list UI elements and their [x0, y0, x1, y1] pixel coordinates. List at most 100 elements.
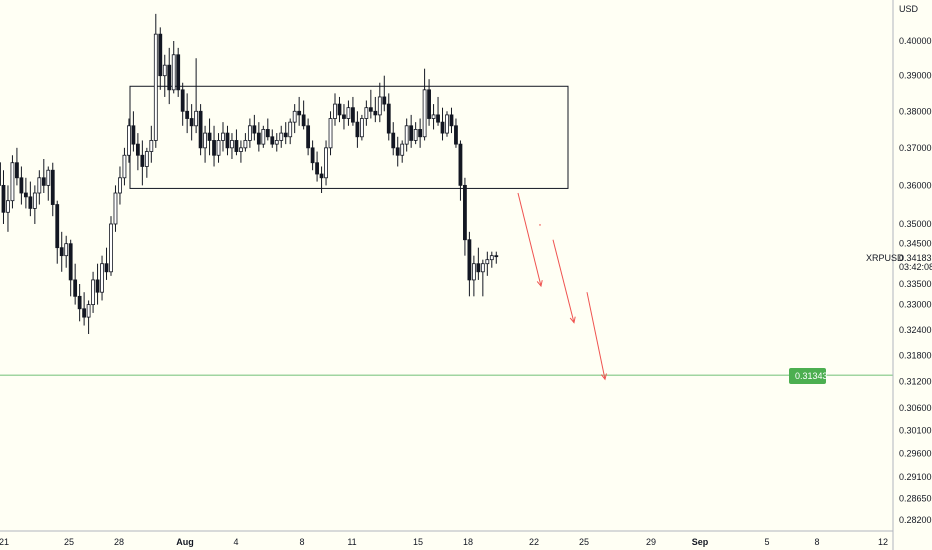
- candle: [471, 255, 476, 297]
- y-tick-label: 0.28650: [899, 493, 932, 503]
- candle: [1, 170, 6, 224]
- candle-body-up: [194, 110, 199, 127]
- candle: [463, 177, 467, 256]
- candle-body-down: [463, 184, 467, 241]
- x-tick-label: 25: [579, 537, 589, 547]
- candle: [23, 177, 28, 209]
- candle: [449, 107, 454, 134]
- candle-body-up: [445, 114, 449, 134]
- candle: [100, 255, 104, 301]
- candle: [19, 166, 24, 205]
- candle-body-up: [247, 125, 252, 141]
- candle-body-down: [395, 147, 400, 156]
- candle: [400, 140, 405, 163]
- candle-body-up: [153, 33, 158, 141]
- x-tick-label: 12: [878, 537, 888, 547]
- x-tick-label: 18: [463, 537, 473, 547]
- candle: [489, 251, 494, 268]
- candle: [413, 122, 418, 145]
- y-tick-label: 0.40000: [899, 36, 932, 46]
- candle-body-down: [467, 239, 472, 281]
- y-tick-label: 0.31200: [899, 376, 932, 386]
- candle-body-down: [207, 132, 212, 141]
- candle-body-up: [216, 140, 221, 156]
- candle: [256, 122, 261, 152]
- candle: [189, 104, 194, 141]
- candle: [10, 155, 15, 209]
- candle: [480, 259, 485, 297]
- y-axis-ticks: 0.40000 0.39000 0.38000 0.37000 0.36000 0.350…: [899, 36, 932, 525]
- candle: [377, 82, 382, 123]
- candle: [351, 96, 355, 126]
- candle: [458, 140, 463, 201]
- candle-body-up: [364, 107, 369, 119]
- candle-body-down: [212, 140, 216, 156]
- candle-body-up: [485, 259, 490, 265]
- candle-body-down: [458, 143, 463, 186]
- candle-body-down: [476, 263, 481, 273]
- candle: [391, 122, 396, 156]
- candle-body-down: [427, 89, 431, 119]
- candle: [122, 147, 127, 186]
- candle: [91, 271, 95, 313]
- candle-body-down: [351, 107, 355, 123]
- candle-body-down: [15, 162, 19, 179]
- candle: [395, 136, 400, 167]
- arrow-shaft: [552, 239, 575, 323]
- candle-body-up: [127, 125, 131, 156]
- candle-body-down: [23, 192, 28, 198]
- candle-body-down: [382, 96, 387, 105]
- candle-body-up: [149, 140, 154, 152]
- candle: [212, 125, 216, 167]
- candle: [440, 107, 445, 141]
- candle-body-down: [77, 295, 82, 310]
- candle: [68, 239, 73, 297]
- candle-body-up: [221, 132, 225, 141]
- y-tick-label: 0.34500: [899, 239, 932, 249]
- candle: [171, 41, 176, 94]
- candle-body-up: [377, 96, 382, 116]
- candle: [404, 118, 409, 152]
- candle: [95, 263, 100, 305]
- candle-body-down: [185, 110, 190, 119]
- candle: [194, 58, 199, 134]
- candle-body-down: [176, 54, 181, 91]
- candle: [104, 247, 109, 280]
- candle-body-down: [59, 247, 64, 257]
- y-tick-label: 0.36000: [899, 180, 932, 190]
- candle: [445, 111, 449, 137]
- x-tick-label: 22: [529, 537, 539, 547]
- x-tick-label: 8: [299, 537, 304, 547]
- candle: [113, 185, 118, 232]
- candle-body-down: [337, 103, 342, 116]
- candle: [422, 68, 427, 141]
- candle: [409, 114, 414, 148]
- candle-body-up: [346, 107, 351, 119]
- candle: [140, 140, 145, 186]
- candle-body-down: [306, 125, 311, 149]
- candle: [247, 118, 252, 148]
- candle: [386, 93, 391, 141]
- x-axis-ticks: 21 25 28 Aug 4 8 11 15 18 22 25 29 Sep 5 8 12: [0, 537, 888, 547]
- candle-body-down: [355, 121, 360, 138]
- y-tick-label: 0.39000: [899, 71, 932, 81]
- candle: [64, 235, 69, 268]
- candle-body-down: [1, 184, 6, 213]
- candle: [46, 166, 51, 201]
- candle: [368, 89, 373, 119]
- candle: [485, 251, 490, 276]
- y-tick-label: 0.38000: [899, 106, 932, 116]
- candle-body-down: [368, 107, 373, 112]
- candle-body-up: [413, 129, 418, 141]
- arrow-shaft: [517, 192, 542, 287]
- candle-body-down: [167, 64, 172, 91]
- candle: [198, 104, 203, 156]
- candle-body-up: [230, 140, 234, 149]
- arrow-head: [569, 316, 576, 324]
- candle-body-up: [46, 169, 51, 186]
- candle: [225, 125, 230, 156]
- candle-body-up: [91, 279, 95, 306]
- candle: [252, 114, 257, 141]
